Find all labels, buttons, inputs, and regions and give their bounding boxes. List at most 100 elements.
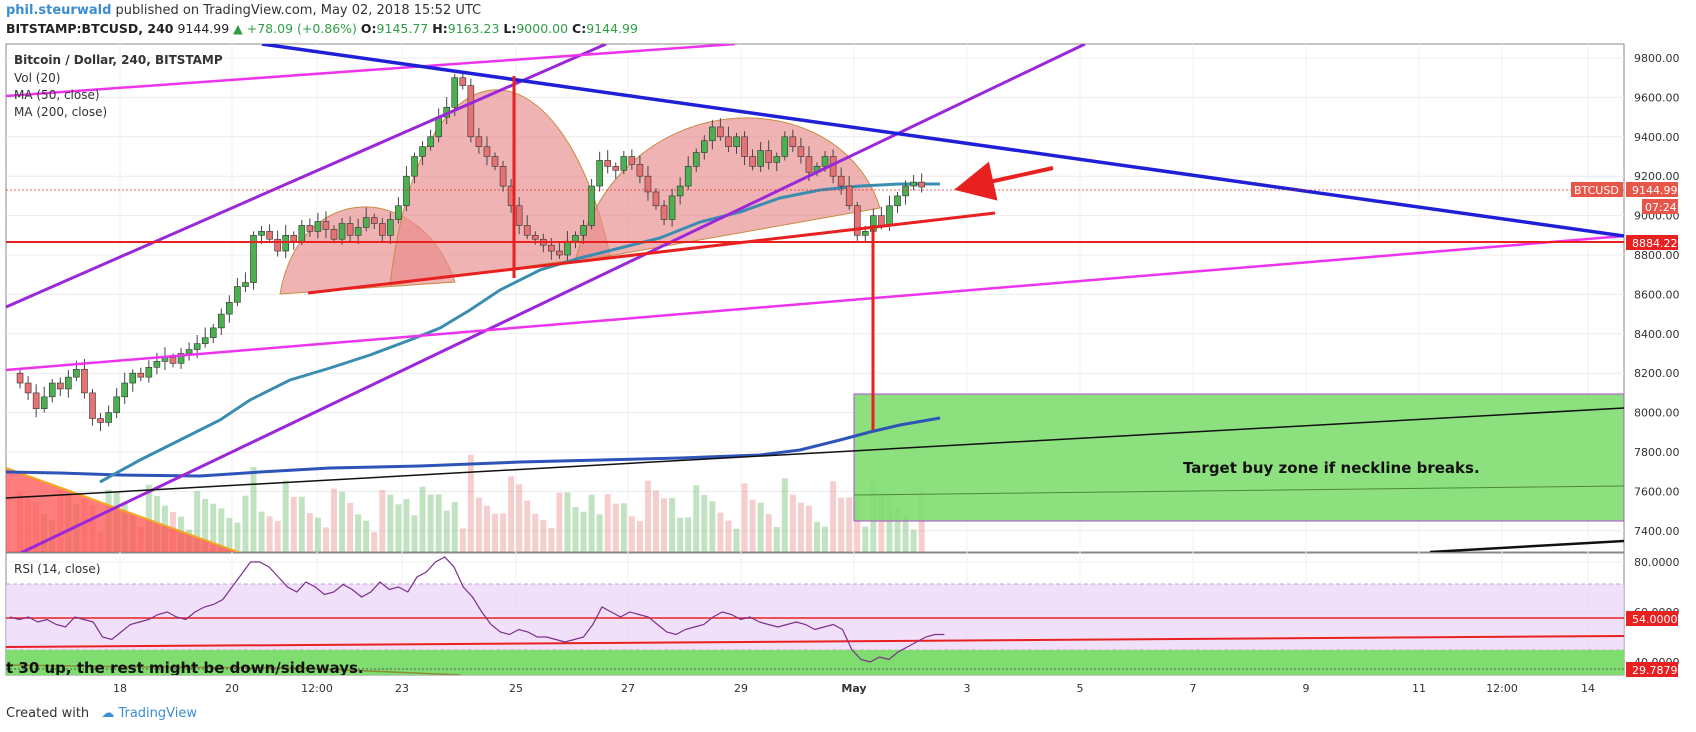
volume-bar [306, 513, 313, 552]
volume-bar [669, 498, 676, 552]
rsi-drawings: RSI (14, close) t 30 up, the rest might … [6, 556, 1624, 675]
volume-bar [653, 490, 659, 552]
candle-body [274, 238, 281, 252]
candle-body [628, 156, 636, 165]
time-tick: 7 [1190, 682, 1197, 695]
candle-body [644, 175, 652, 193]
price-tag-text: 9144.99 [1632, 184, 1678, 197]
volume-bar [226, 518, 233, 552]
symbol-label: BITSTAMP:BTCUSD, 240 [6, 21, 174, 36]
volume-bar [596, 514, 603, 552]
candle-body [121, 382, 128, 398]
candle-body [266, 231, 273, 240]
candle-body [65, 376, 72, 390]
symbol-tag-text: BTCUSD [1574, 184, 1619, 197]
candle-body [129, 372, 137, 384]
volume-bar [902, 516, 909, 552]
candle-body [451, 77, 459, 108]
volume-bar [556, 492, 563, 552]
candle-body [258, 231, 265, 236]
volume-bar [234, 522, 241, 552]
candle-body [475, 136, 483, 147]
price-axis[interactable]: 9800.009600.009400.009200.009000.008800.… [1634, 52, 1680, 538]
candle-body [765, 150, 773, 163]
volume-bar [588, 494, 595, 552]
candle-body [322, 221, 330, 230]
candle-body [153, 361, 161, 368]
created-with-label: Created with [6, 706, 90, 721]
volume-bar [644, 480, 651, 552]
candle-body [105, 412, 112, 423]
volume-bar [918, 491, 925, 552]
close-label: C: [572, 21, 587, 36]
candle-body [290, 235, 298, 242]
volume-bar [443, 510, 450, 552]
candle-body [89, 392, 96, 419]
volume-bar [322, 527, 329, 552]
volume-bar [516, 484, 523, 552]
candle-body [531, 235, 539, 240]
candle-body [620, 156, 628, 171]
volume-bar [500, 513, 507, 552]
time-tick: 12:00 [1486, 682, 1518, 695]
candle-body [137, 372, 145, 378]
open-value: 9145.77 [376, 21, 429, 36]
candle-body [483, 146, 491, 157]
price-tag [1626, 182, 1678, 197]
volume-bar [717, 512, 724, 552]
candle-body [757, 150, 764, 167]
candle-body [853, 205, 861, 236]
volume-bar [282, 480, 289, 552]
rsi-band [6, 584, 1624, 650]
volume-bar [371, 532, 378, 552]
volume-bar [854, 497, 861, 552]
price-tick: 8200.00 [1634, 367, 1680, 380]
tradingview-link[interactable]: TradingView [118, 706, 197, 721]
volume-bar [838, 497, 845, 552]
candle-body [845, 185, 853, 207]
price-tick: 8400.00 [1634, 328, 1680, 341]
volume-bar [620, 503, 627, 552]
volume-bar [411, 515, 418, 552]
candle-body [387, 219, 394, 236]
volume-bar [805, 505, 812, 552]
candle-body [515, 205, 523, 226]
volume-bar [564, 492, 571, 552]
volume-bar [636, 521, 643, 552]
price-tick: 9800.00 [1634, 52, 1680, 65]
black-trendline [6, 407, 1624, 499]
time-tick: 20 [225, 682, 239, 695]
ma50-line [99, 182, 940, 484]
candle-body [218, 313, 225, 329]
legend-title: Bitcoin / Dollar, 240, BITSTAMP [14, 53, 223, 67]
candle-body [821, 156, 829, 167]
candle-body [692, 152, 700, 167]
price-tick: 8600.00 [1634, 288, 1680, 301]
volume-bar [878, 492, 885, 552]
candle-body [234, 286, 241, 303]
author-link[interactable]: phil.steurwald [6, 3, 112, 18]
volume-bar [194, 491, 201, 552]
volume-bar [830, 481, 837, 552]
volume-bar [210, 503, 217, 552]
candle-body [499, 166, 507, 187]
change-value: ▲ +78.09 (+0.86%) [233, 21, 357, 36]
volume-bar [419, 486, 426, 552]
candle-body [419, 146, 426, 157]
rsi-tag-text: 54.0000 [1632, 613, 1678, 626]
tradingview-logo-icon: ☁ [101, 706, 115, 721]
volume-bar [628, 516, 635, 552]
candle-body [700, 140, 708, 153]
candle-body [209, 327, 217, 339]
candle-body [81, 368, 88, 394]
time-axis[interactable]: 18 20 12:00 23 25 27 29 May 3 5 7 9 11 12:00 14 [113, 682, 1595, 695]
high-label: H: [432, 21, 448, 36]
volume-bar [218, 508, 225, 552]
volume-bar [274, 521, 281, 552]
volume-bar [862, 526, 869, 552]
candle-body [837, 175, 845, 187]
candle-body [556, 250, 563, 256]
volume-bar [580, 511, 587, 552]
purple-channel-upper [6, 44, 607, 309]
